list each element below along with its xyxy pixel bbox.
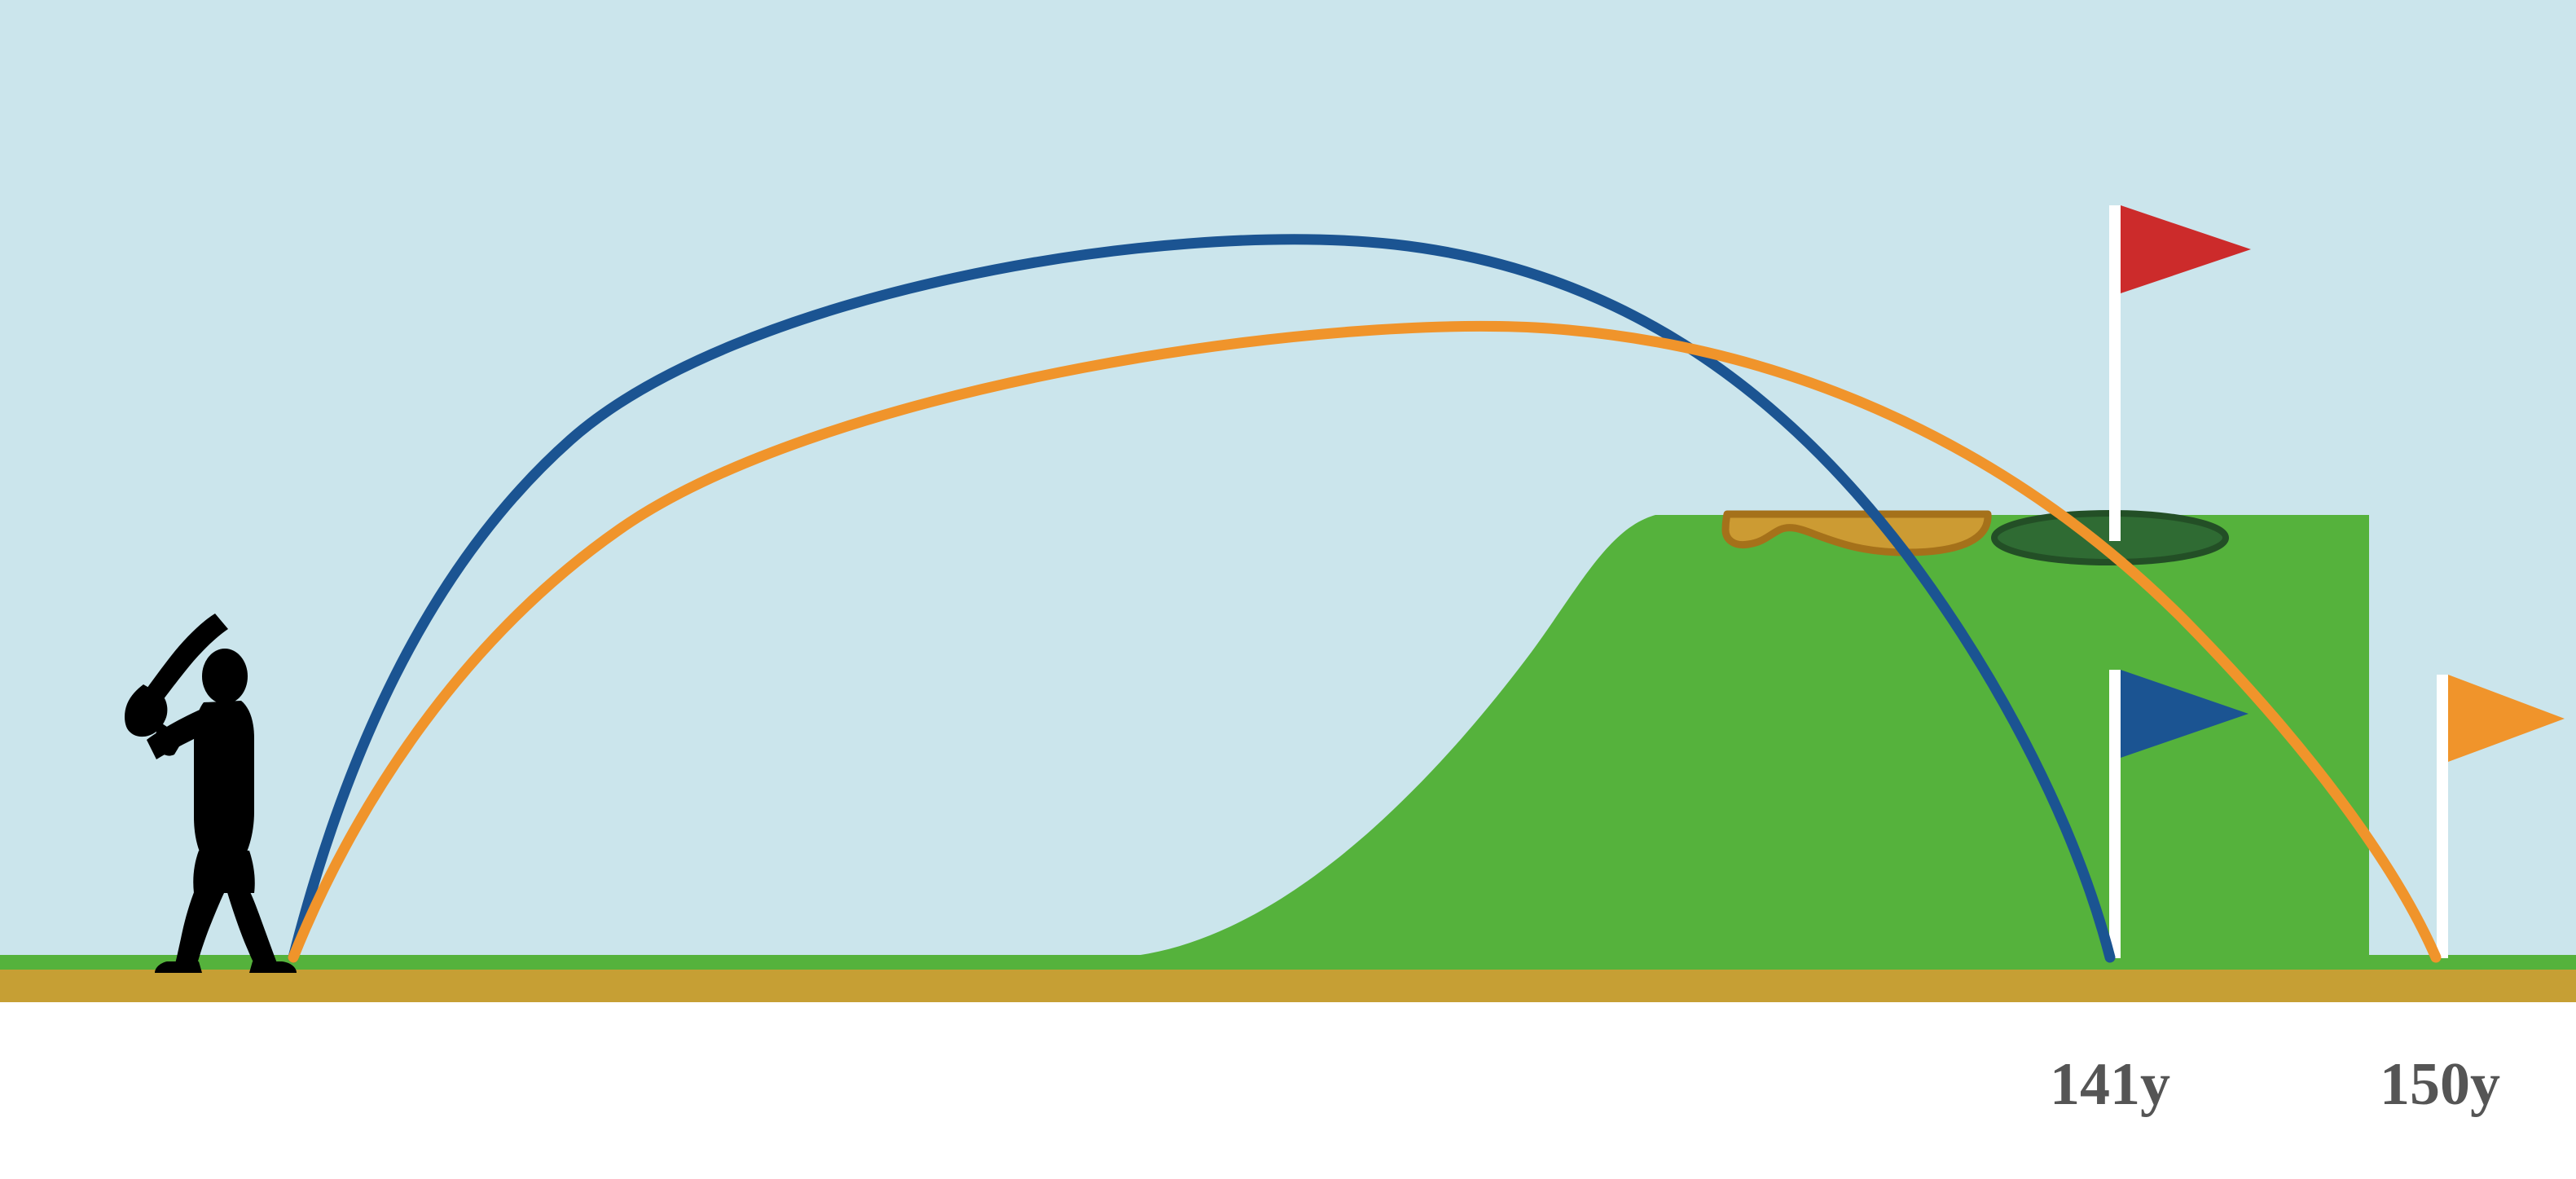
shot-one-distance-label: 141y	[2050, 1051, 2170, 1118]
trajectory-shot-one-blue	[288, 234, 2116, 963]
near-marker-flag-pole	[2109, 670, 2121, 958]
far-marker-flag-pole	[2437, 675, 2448, 958]
ground-grass-band	[0, 955, 2576, 973]
pin-flag-pole	[2109, 205, 2121, 541]
sand-bunker	[1721, 510, 1992, 557]
shot-two-distance-label: 150y	[2380, 1051, 2500, 1118]
elevated-green-hill	[1004, 515, 2369, 958]
soil-band	[0, 970, 2576, 1002]
near-marker-flag-blue-icon	[2121, 670, 2249, 758]
trajectory-shot-two-orange	[288, 320, 2442, 963]
far-marker-flag-orange-icon	[2448, 675, 2565, 762]
golfer-silhouette-icon	[125, 614, 297, 973]
pin-flag-red-icon	[2121, 205, 2251, 293]
